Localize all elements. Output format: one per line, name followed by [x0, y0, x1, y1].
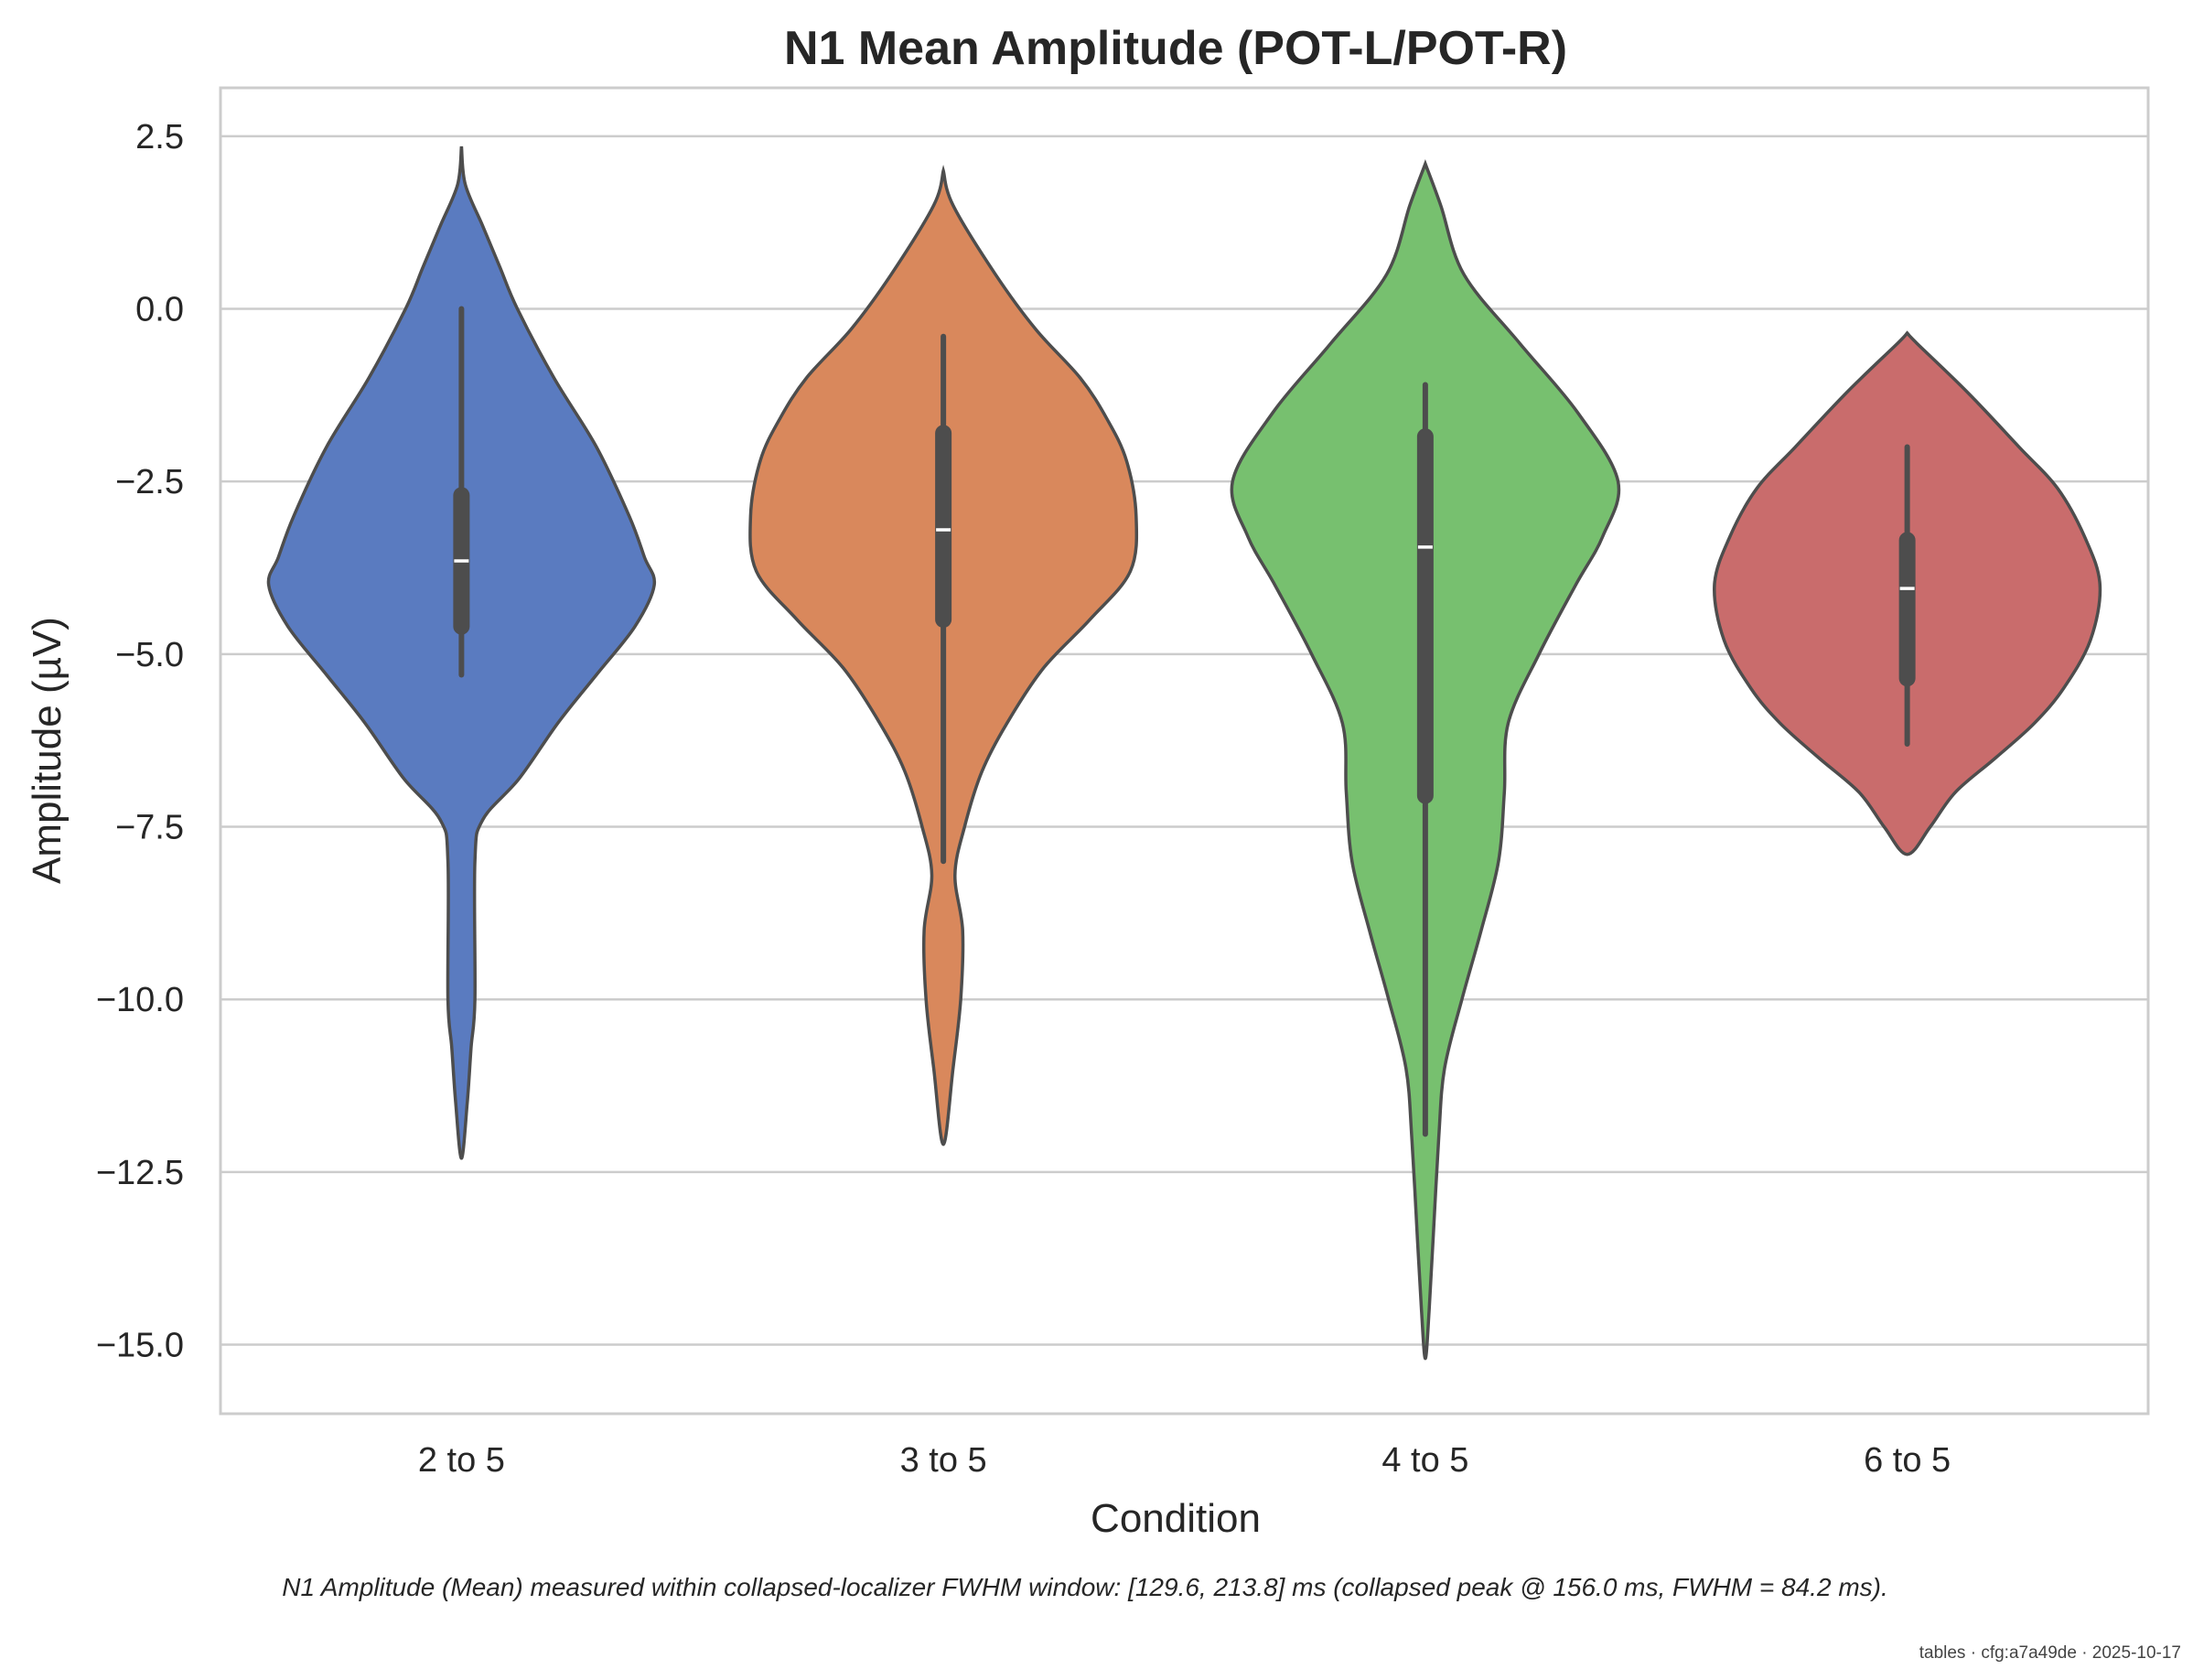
y-tick-label: −7.5	[115, 809, 184, 847]
chart-caption: N1 Amplitude (Mean) measured within coll…	[282, 1573, 1888, 1601]
y-tick-label: 2.5	[135, 118, 184, 156]
y-tick-label: 0.0	[135, 291, 184, 329]
plot-frame	[219, 86, 2150, 1416]
y-tick-label: −10.0	[96, 981, 184, 1019]
y-axis-label: Amplitude (µV)	[25, 617, 70, 884]
chart-title: N1 Mean Amplitude (POT-L/POT-R)	[784, 22, 1567, 75]
y-tick-label: −15.0	[96, 1327, 184, 1365]
violins	[266, 145, 2102, 1361]
violin-6-to-5	[1713, 330, 2102, 856]
x-tick-label: 4 to 5	[1381, 1441, 1468, 1480]
chart-footer: tables · cfg:a7a49de · 2025-10-17	[1919, 1643, 2181, 1663]
x-tick-label: 2 to 5	[418, 1441, 505, 1480]
x-axis-label: Condition	[1091, 1496, 1261, 1541]
x-tick-label: 6 to 5	[1864, 1441, 1951, 1480]
violin-2-to-5	[266, 145, 657, 1160]
y-tick-label: −12.5	[96, 1154, 184, 1192]
y-tick-label: −5.0	[115, 636, 184, 674]
violin-4-to-5	[1230, 158, 1621, 1361]
x-tick-labels: 2 to 5 3 to 5 4 to 5 6 to 5	[418, 1441, 1951, 1480]
y-tick-label: −2.5	[115, 463, 184, 501]
x-tick-label: 3 to 5	[900, 1441, 987, 1480]
y-tick-labels: 2.5 0.0 −2.5 −5.0 −7.5 −10.0 −12.5 −15.0	[96, 118, 184, 1365]
violin-3-to-5	[748, 165, 1139, 1147]
